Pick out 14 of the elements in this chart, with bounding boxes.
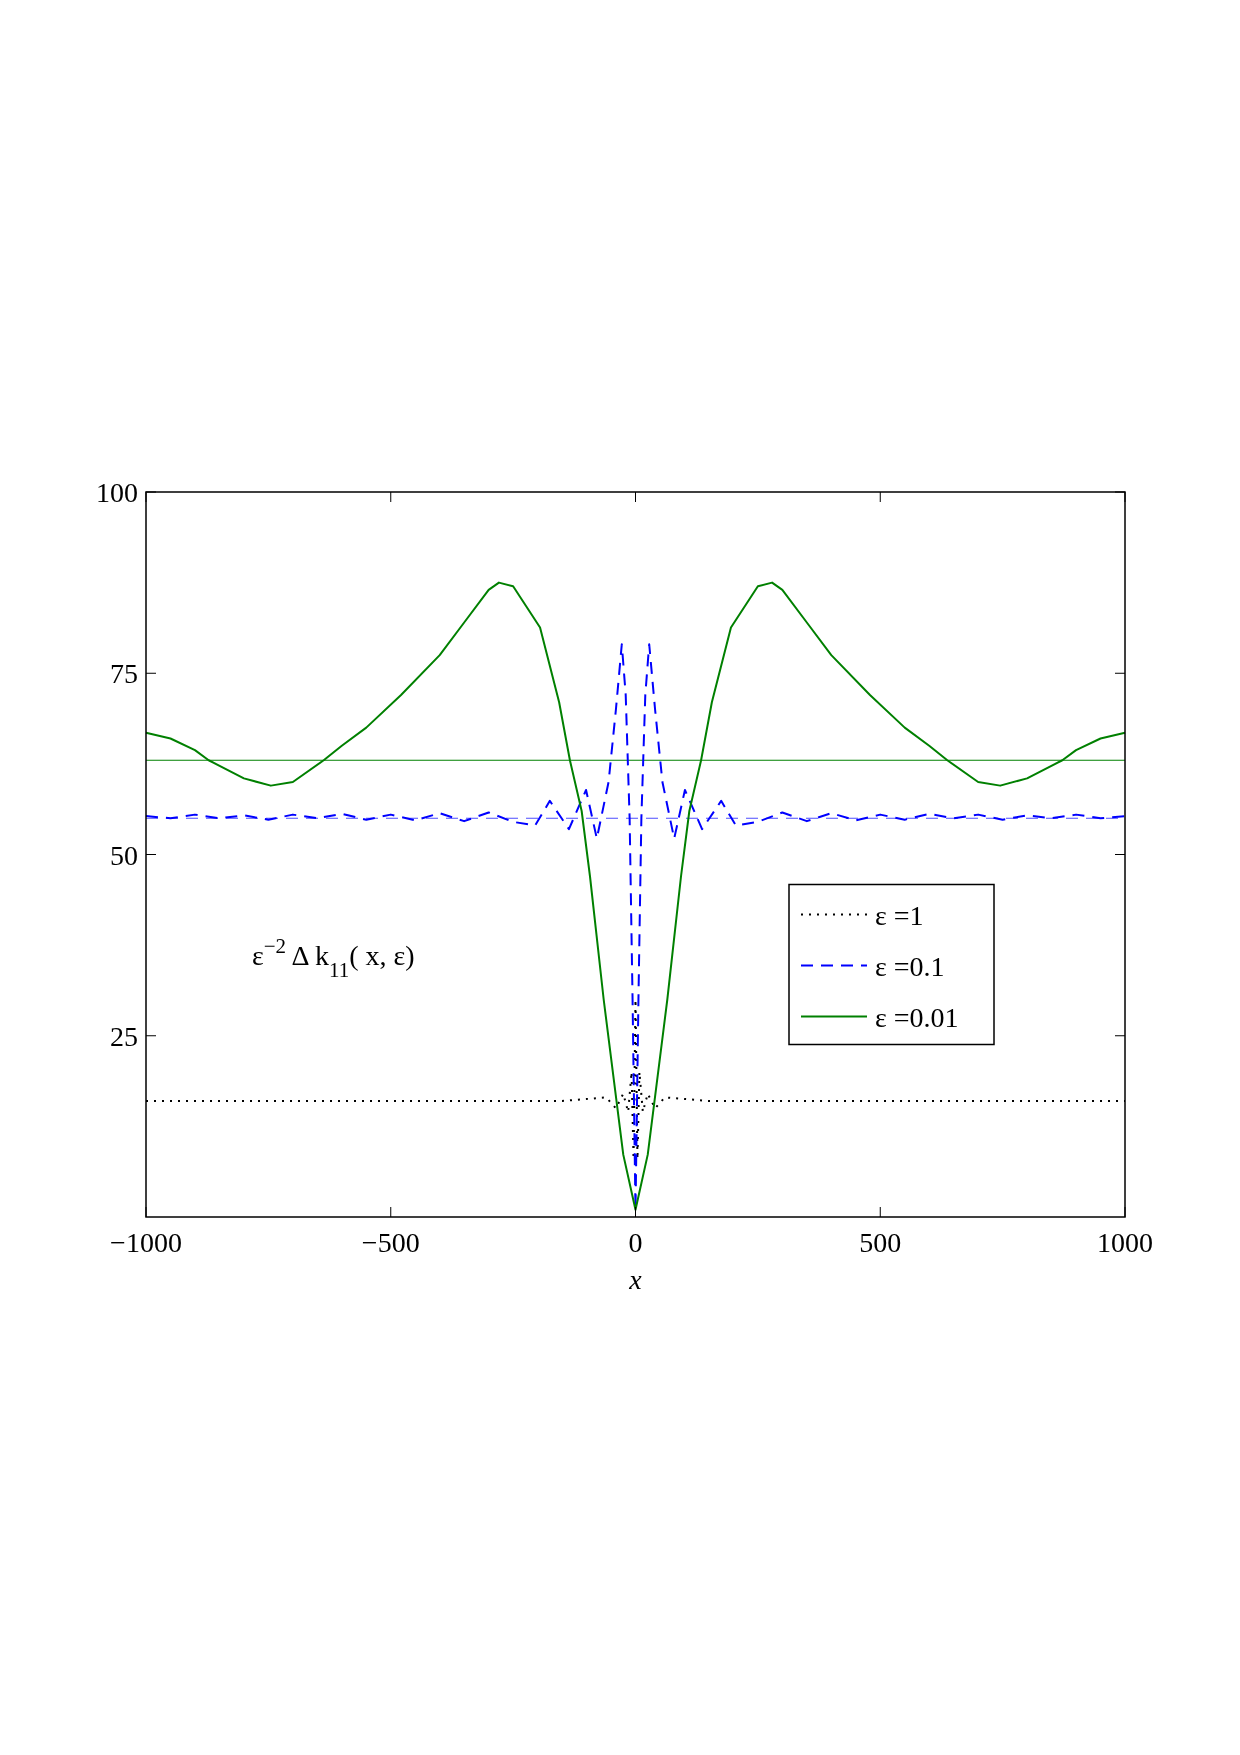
x-axis-title: x (628, 1264, 643, 1295)
y-tick-label: 75 (110, 658, 138, 690)
x-tick-label: −500 (361, 1227, 420, 1258)
x-tick-label: −1000 (110, 1227, 182, 1258)
x-tick-label: 0 (628, 1227, 643, 1258)
legend-label: ε =1 (875, 899, 924, 931)
x-tick-label: 1000 (1097, 1227, 1153, 1258)
y-tick-label: 25 (110, 1020, 138, 1052)
y-tick-label: 50 (110, 839, 138, 871)
legend-label: ε =0.1 (875, 950, 945, 982)
annotation: ε$^{−2}$ Δ k$_{11}$( x, ε) (252, 934, 415, 982)
x-tick-label: 500 (859, 1227, 902, 1258)
y-tick-label: 100 (96, 477, 138, 508)
legend-label: ε =0.01 (875, 1001, 959, 1033)
